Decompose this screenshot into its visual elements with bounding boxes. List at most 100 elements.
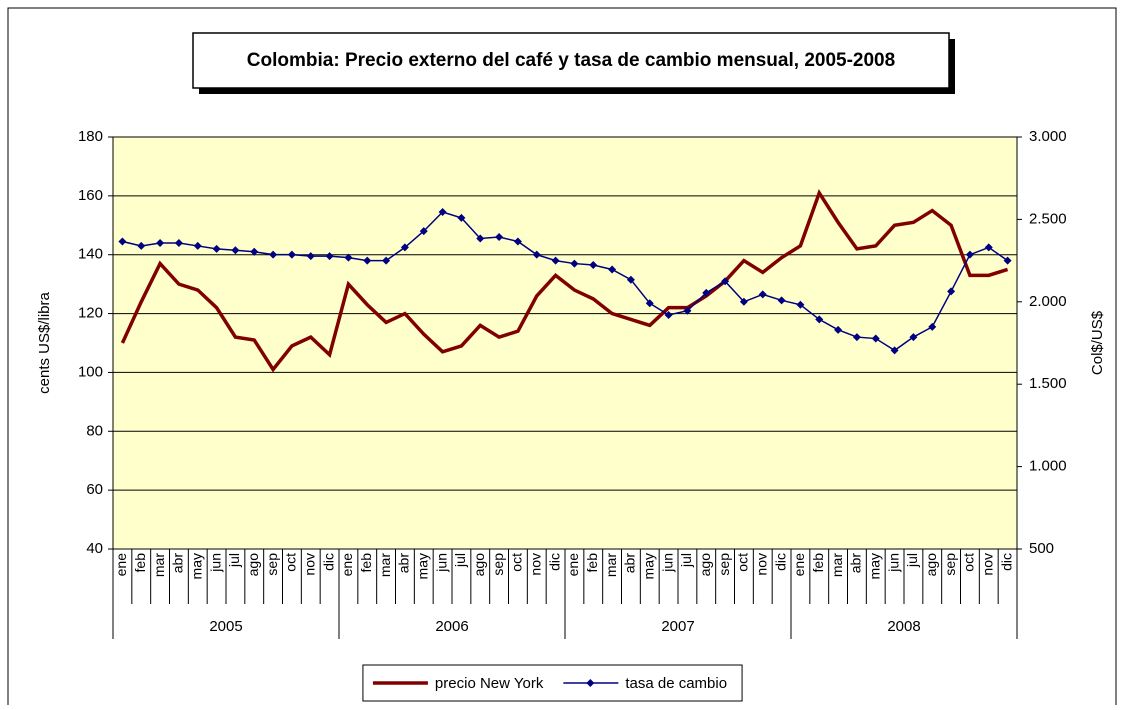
x-tick-label: nov [301, 553, 317, 576]
series-marker [739, 297, 748, 306]
series-marker [212, 244, 221, 253]
series-marker [306, 252, 315, 261]
series-marker [438, 207, 447, 216]
x-tick-label: jun [433, 553, 449, 573]
x-tick-label: jul [452, 553, 468, 568]
y-tick-label: 160 [78, 187, 103, 204]
x-tick-label: abr [848, 553, 864, 574]
x-tick-label: oct [283, 553, 299, 572]
series-marker [495, 233, 504, 242]
x-tick-label: jun [885, 553, 901, 573]
x-tick-label: feb [810, 553, 826, 573]
x-tick-label: feb [132, 553, 148, 573]
x-tick-label: jul [904, 553, 920, 568]
y2-tick-label: 2.000 [1029, 293, 1067, 310]
series-marker [589, 261, 598, 270]
group-label: 2007 [661, 618, 694, 635]
legend-marker [586, 679, 595, 687]
x-tick-label: ene [113, 553, 129, 577]
group-label: 2005 [209, 618, 242, 635]
series-marker [777, 296, 786, 305]
legend-label: tasa de cambio [625, 675, 727, 692]
series-marker [325, 252, 334, 261]
y-tick-label: 100 [78, 363, 103, 380]
series-marker [193, 241, 202, 250]
x-tick-label: sep [490, 553, 506, 576]
x-tick-label: jul [226, 553, 242, 568]
y2-tick-label: 2.500 [1029, 210, 1067, 227]
x-tick-label: abr [170, 553, 186, 574]
series-marker [664, 310, 673, 319]
series-marker [796, 300, 805, 309]
series-marker [513, 237, 522, 246]
x-tick-label: mar [829, 553, 845, 577]
x-tick-label: may [866, 553, 882, 579]
x-tick-label: feb [584, 553, 600, 573]
x-tick-label: ago [697, 553, 713, 577]
series-marker [871, 334, 880, 343]
series-marker [947, 287, 956, 296]
series-marker [984, 243, 993, 252]
x-tick-label: ene [791, 553, 807, 577]
x-tick-label: ene [565, 553, 581, 577]
x-tick-label: ago [245, 553, 261, 577]
x-tick-label: dic [320, 553, 336, 571]
x-tick-label: ago [923, 553, 939, 577]
series-marker [852, 333, 861, 342]
x-tick-label: oct [509, 553, 525, 572]
x-tick-label: oct [735, 553, 751, 572]
x-tick-label: mar [377, 553, 393, 577]
y2-axis-title: Col$/US$ [1089, 310, 1106, 375]
x-tick-label: nov [527, 553, 543, 576]
series-line [120, 188, 1009, 373]
series-marker [551, 256, 560, 265]
series-marker [250, 247, 259, 256]
x-tick-label: dic [998, 553, 1014, 571]
series-marker [287, 250, 296, 259]
series-marker [400, 243, 409, 252]
series-marker [928, 322, 937, 331]
series-marker [890, 346, 899, 355]
series-marker [626, 275, 635, 284]
x-tick-label: sep [264, 553, 280, 576]
series-marker [269, 250, 278, 259]
series-marker [532, 250, 541, 259]
series-marker [683, 306, 692, 315]
series-marker [570, 259, 579, 268]
series-marker [1003, 256, 1012, 265]
y2-tick-label: 3.000 [1029, 128, 1067, 145]
x-tick-label: ago [471, 553, 487, 577]
series-marker [118, 237, 127, 246]
series-marker [231, 246, 240, 255]
series-marker [156, 238, 165, 247]
y-tick-label: 180 [78, 128, 103, 145]
x-tick-label: abr [396, 553, 412, 574]
series-marker [608, 265, 617, 274]
group-label: 2006 [435, 618, 468, 635]
y-axis-title: cents US$/libra [36, 291, 53, 393]
x-tick-label: jun [207, 553, 223, 573]
x-tick-label: feb [358, 553, 374, 573]
y2-tick-label: 1.500 [1029, 375, 1067, 392]
series-marker [702, 288, 711, 297]
x-tick-label: jul [678, 553, 694, 568]
series-marker [834, 325, 843, 334]
x-tick-label: nov [979, 553, 995, 576]
series-marker [457, 213, 466, 222]
series-marker [815, 315, 824, 324]
plot-area [112, 136, 1018, 550]
x-tick-label: oct [961, 553, 977, 572]
series-marker [382, 256, 391, 265]
x-tick-label: nov [753, 553, 769, 576]
y-tick-label: 140 [78, 246, 103, 263]
group-label: 2008 [887, 618, 920, 635]
series-marker [476, 234, 485, 243]
series-marker [137, 241, 146, 250]
y2-tick-label: 1.000 [1029, 458, 1067, 475]
legend-label: precio New York [435, 675, 544, 692]
x-tick-label: dic [772, 553, 788, 571]
series-marker [363, 256, 372, 265]
series-marker [419, 227, 428, 236]
x-tick-label: may [414, 553, 430, 579]
